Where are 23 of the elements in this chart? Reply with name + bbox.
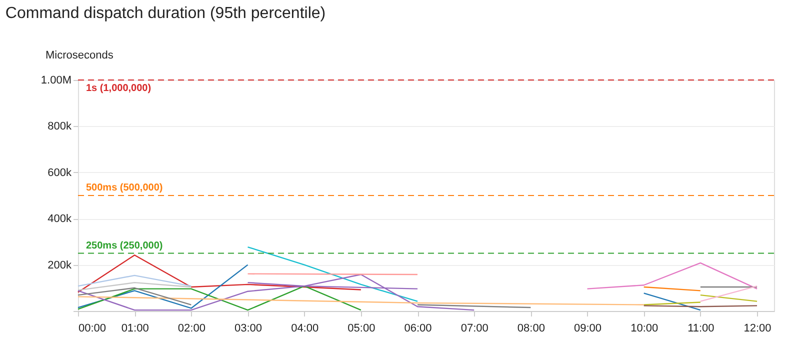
y-tick-label: 400k — [48, 213, 72, 226]
y-tick-label: 1.00M — [40, 74, 72, 86]
x-tick-label: 04:00 — [291, 322, 319, 334]
x-tick-label: 12:00 — [744, 322, 772, 334]
y-axis-title: Microseconds — [46, 50, 114, 62]
y-tick-label: 800k — [48, 120, 72, 133]
x-tick-label: 03:00 — [234, 322, 262, 334]
x-tick-label: 00:00 — [78, 322, 106, 334]
x-tick-label: 02:00 — [178, 322, 206, 334]
x-tick-label: 05:00 — [348, 322, 376, 334]
x-tick-label: 06:00 — [404, 322, 432, 334]
x-tick-label: 10:00 — [630, 322, 658, 334]
x-tick-label: 08:00 — [517, 322, 545, 334]
y-tick-label: 200k — [48, 259, 72, 272]
ref-line-label: 250ms (250,000) — [86, 240, 163, 252]
chart-title: Command dispatch duration (95th percentile) — [5, 5, 326, 22]
x-tick-label: 07:00 — [460, 322, 488, 334]
ref-line-label: 500ms (500,000) — [86, 182, 163, 194]
x-tick-label: 01:00 — [121, 322, 149, 334]
ref-line-label: 1s (1,000,000) — [86, 83, 152, 94]
x-tick-label: 09:00 — [574, 322, 602, 334]
x-tick-label: 11:00 — [688, 322, 714, 334]
y-tick-label: 600k — [48, 166, 72, 179]
